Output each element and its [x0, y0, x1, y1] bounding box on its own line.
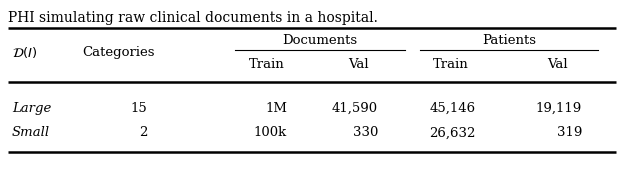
Text: Documents: Documents [283, 34, 358, 46]
Text: PHI simulating raw clinical documents in a hospital.: PHI simulating raw clinical documents in… [8, 11, 378, 25]
Text: 26,632: 26,632 [430, 126, 476, 140]
Text: 319: 319 [557, 126, 582, 140]
Text: 1M: 1M [265, 102, 287, 114]
Text: 330: 330 [353, 126, 378, 140]
Text: 15: 15 [130, 102, 147, 114]
Text: Val: Val [547, 57, 567, 71]
Text: Categories: Categories [82, 46, 155, 59]
Text: Large: Large [12, 102, 51, 114]
Text: $\mathcal{D}(I)$: $\mathcal{D}(I)$ [12, 45, 37, 60]
Text: Val: Val [348, 57, 368, 71]
Text: 19,119: 19,119 [536, 102, 582, 114]
Text: Patients: Patients [482, 34, 536, 46]
Text: Train: Train [433, 57, 469, 71]
Text: 45,146: 45,146 [430, 102, 476, 114]
Text: 41,590: 41,590 [332, 102, 378, 114]
Text: 100k: 100k [254, 126, 287, 140]
Text: Train: Train [249, 57, 285, 71]
Text: Small: Small [12, 126, 50, 140]
Text: 2: 2 [139, 126, 147, 140]
